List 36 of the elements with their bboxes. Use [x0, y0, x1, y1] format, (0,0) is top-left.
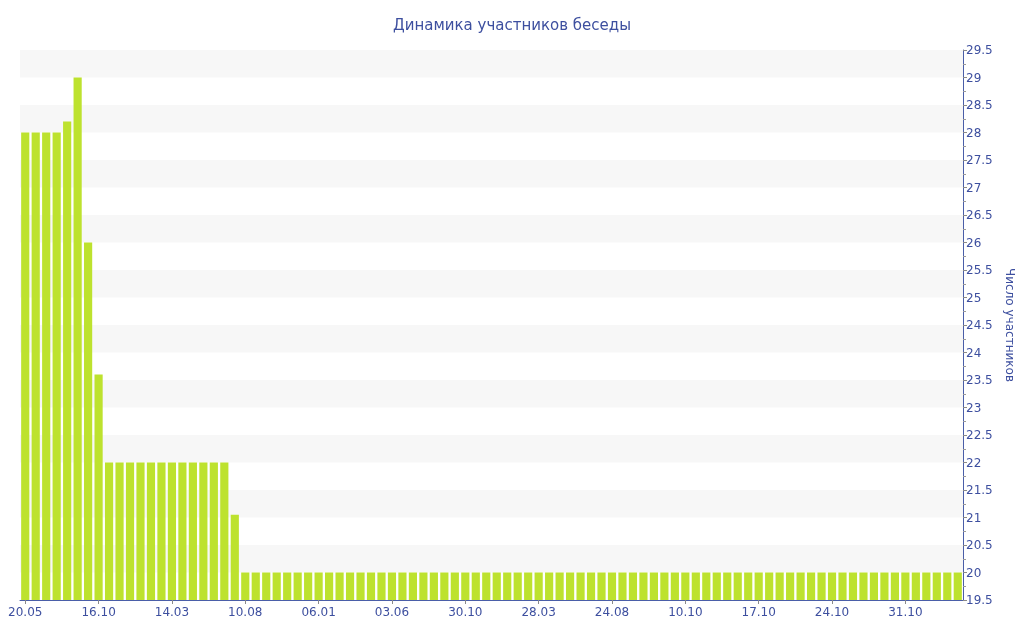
y-tick-label: 25.5 [966, 263, 993, 277]
y-tick-label: 22 [966, 455, 982, 470]
x-tick-label: 14.03 [154, 605, 190, 619]
x-tick-label: 16.10 [81, 605, 116, 619]
x-tick-label: 03.06 [374, 605, 410, 619]
y-tick-label: 29.5 [966, 43, 993, 57]
y-tick-label: 20.5 [966, 538, 993, 552]
x-tick-label: 31.10 [888, 605, 923, 619]
x-tick-label: 24.08 [594, 605, 630, 619]
y-tick-label: 20 [966, 565, 982, 580]
y-tick-label: 23 [966, 400, 982, 415]
y-tick-label: 21.5 [966, 483, 993, 497]
y-tick-label: 27.5 [966, 153, 993, 167]
x-tick-label: 17.10 [741, 605, 776, 619]
x-tick-label: 06.01 [301, 605, 336, 619]
y-tick-label: 21 [966, 510, 982, 525]
y-tick-label: 25 [966, 290, 982, 305]
y-tick-label: 26.5 [966, 208, 993, 222]
x-tick-label: 20.05 [8, 605, 43, 619]
y-axis-title: Число участников [1002, 268, 1017, 382]
y-tick-label: 19.5 [966, 593, 993, 607]
y-tick-label: 22.5 [966, 428, 993, 442]
chart-title: Динамика участников беседы [392, 15, 632, 34]
y-tick-label: 29 [966, 70, 982, 85]
x-tick-label: 28.03 [521, 605, 556, 619]
y-tick-label: 28 [966, 125, 982, 140]
x-tick-label: 10.08 [228, 605, 263, 619]
x-tick-label: 30.10 [448, 605, 483, 619]
y-tick-label: 26 [966, 235, 982, 250]
y-tick-label: 24.5 [966, 318, 993, 332]
x-tick-label: 10.10 [668, 605, 703, 619]
y-tick-label: 23.5 [966, 373, 993, 387]
y-tick-label: 28.5 [966, 98, 993, 112]
y-tick-label: 27 [966, 180, 982, 195]
x-tick-label: 24.10 [814, 605, 850, 619]
y-tick-label: 24 [966, 345, 982, 360]
